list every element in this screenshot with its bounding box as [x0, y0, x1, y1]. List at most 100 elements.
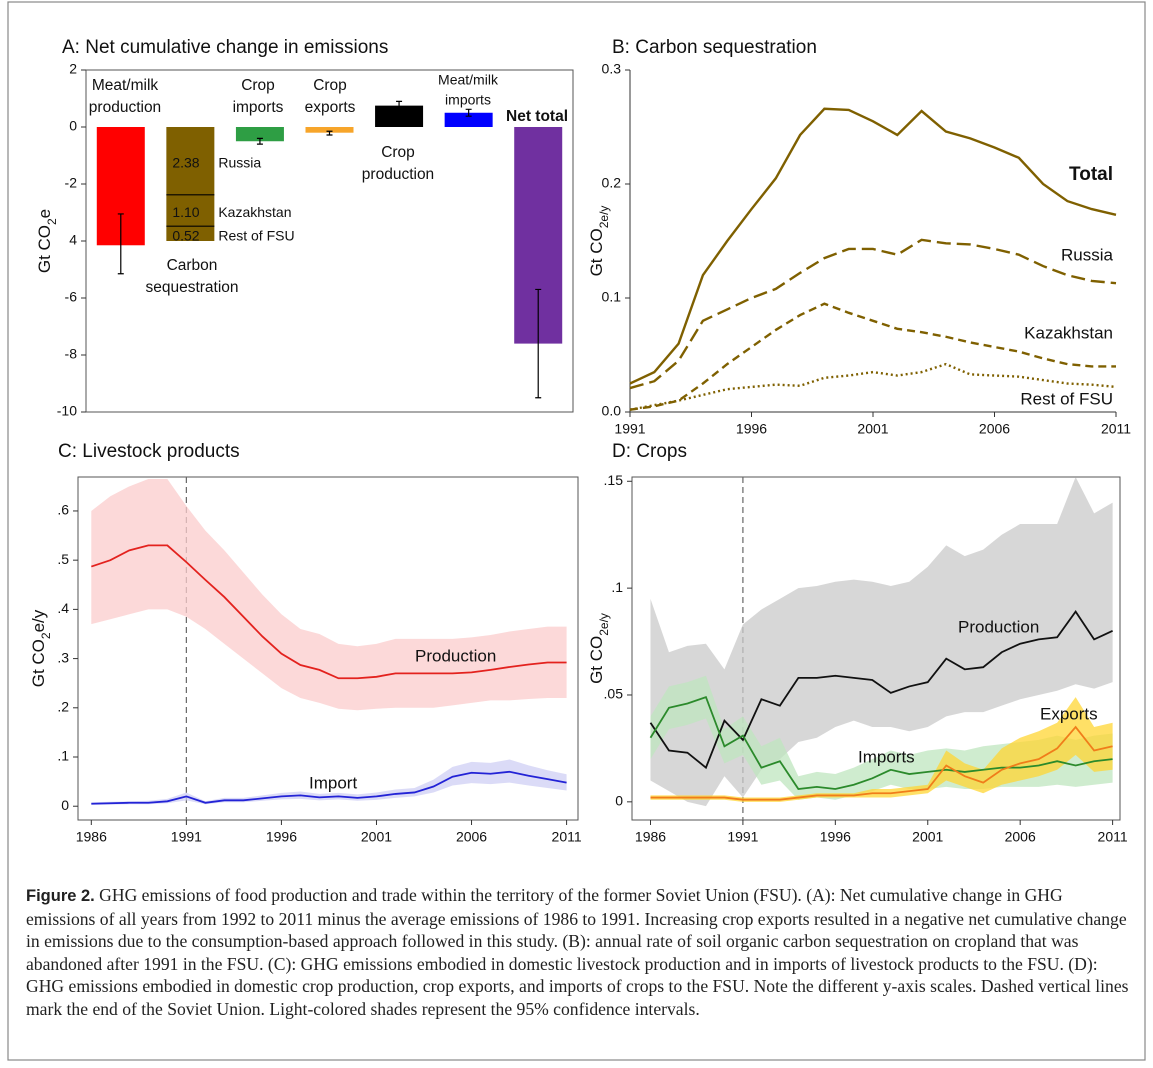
category-label: Meat/milk	[438, 72, 499, 88]
series-label: Rest of FSU	[1020, 389, 1113, 408]
series-line	[649, 695, 1113, 790]
y-tick-label: .15	[604, 472, 624, 488]
panel-title: B: Carbon sequestration	[612, 37, 817, 58]
series-label: Russia	[1061, 245, 1114, 264]
caption: Figure 2. GHG emissions of food producti…	[26, 884, 1132, 1021]
y-axis-label: Gt CO2e	[35, 209, 59, 273]
category-label: production	[362, 166, 434, 183]
bar-segment	[166, 226, 215, 241]
caption-text: GHG emissions of food production and tra…	[26, 885, 1129, 1019]
series-label: Total	[1069, 164, 1113, 185]
x-tick-label: 1996	[820, 829, 851, 845]
segment-name: Russia	[218, 155, 261, 171]
bar	[235, 127, 284, 142]
x-tick-label: 2006	[1005, 829, 1036, 845]
x-tick-label: 1996	[736, 421, 767, 437]
category-label: production	[89, 99, 161, 116]
y-axis-label-part: Gt CO	[587, 228, 606, 276]
error-bar	[535, 288, 542, 399]
error-bar	[396, 100, 403, 111]
panel-title: A: Net cumulative change in emissions	[62, 37, 388, 58]
x-tick-label: 2011	[1101, 421, 1131, 437]
error-bar	[256, 137, 263, 145]
plot-frame	[77, 476, 579, 821]
error-bar	[326, 130, 333, 136]
x-tick-label: 1986	[635, 829, 666, 845]
x-tick-label: 1991	[614, 421, 645, 437]
panel-title: D: Crops	[612, 441, 687, 462]
category-label: exports	[305, 99, 356, 116]
segment-value-label: 2.38	[172, 155, 199, 171]
y-axis-label-part: e	[35, 209, 54, 218]
bar-segment	[166, 194, 215, 227]
series-label: Kazakhstan	[1024, 323, 1113, 342]
plot-frame	[85, 69, 574, 413]
y-tick-label: .5	[57, 551, 69, 567]
y-tick-label: 0	[615, 793, 623, 809]
y-tick-label: 0.2	[602, 175, 622, 191]
y-tick-label: 0.0	[602, 403, 622, 419]
y-axis-label-part: 2e/y	[597, 613, 611, 636]
y-tick-label: 0.3	[602, 61, 622, 77]
caption-label: Figure 2.	[26, 887, 95, 905]
x-tick-label: 1991	[171, 829, 202, 845]
series-line	[91, 770, 567, 805]
x-tick-label: 1996	[266, 829, 297, 845]
category-label: Crop	[381, 144, 415, 161]
x-tick-label: 1986	[76, 829, 107, 845]
bar	[305, 127, 354, 133]
y-tick-label: 4	[69, 232, 77, 248]
series-label: Production	[958, 617, 1039, 636]
y-tick-label: .6	[57, 502, 69, 518]
series-label: Import	[309, 773, 357, 792]
series-label: Production	[415, 646, 496, 665]
y-tick-label: .05	[604, 686, 624, 702]
category-label: Crop	[313, 77, 347, 94]
y-tick-label: -2	[65, 175, 78, 191]
y-axis-label-part: 2	[45, 218, 59, 225]
bar	[375, 105, 424, 127]
series-line	[650, 725, 1113, 801]
x-tick-label: 2001	[361, 829, 392, 845]
segment-value-label: 1.10	[172, 204, 199, 220]
x-tick-label: 2011	[1098, 829, 1128, 845]
y-tick-label: -8	[65, 346, 78, 362]
y-axis-label-part: Gt CO	[35, 225, 54, 273]
segment-name: Rest of FSU	[218, 227, 294, 243]
y-tick-label: .2	[57, 699, 69, 715]
y-tick-label: 0	[69, 118, 77, 134]
category-label: Meat/milk	[92, 77, 159, 94]
plot-frame	[631, 476, 1121, 821]
x-tick-label: 2006	[456, 829, 487, 845]
x-tick-label: 2011	[552, 829, 582, 845]
confidence-band	[650, 697, 1113, 802]
bar	[444, 112, 493, 127]
y-axis-label-part: 2	[39, 632, 53, 639]
series-line	[629, 238, 1117, 390]
error-bar	[465, 108, 472, 117]
segment-name: Kazakhstan	[218, 204, 291, 220]
y-tick-label: 2	[69, 61, 77, 77]
y-axis-label-part: e/y	[29, 609, 48, 632]
y-axis-label-part: Gt CO	[587, 636, 606, 684]
series-line	[629, 302, 1116, 411]
category-label: Crop	[241, 77, 275, 94]
segment-value-label: 0.52	[172, 227, 199, 243]
y-tick-label: .4	[57, 600, 69, 616]
x-tick-label: 2006	[979, 421, 1010, 437]
category-label: imports	[445, 91, 491, 107]
bar-segment	[166, 127, 215, 195]
confidence-band	[91, 478, 567, 711]
panel-title: C: Livestock products	[58, 441, 240, 462]
category-label: sequestration	[145, 279, 238, 296]
x-tick-label: 1991	[727, 829, 758, 845]
y-tick-label: .1	[611, 579, 623, 595]
confidence-band	[650, 477, 1113, 807]
category-label: Net total	[506, 108, 568, 125]
y-tick-label: -6	[65, 289, 78, 305]
confidence-band	[91, 759, 567, 805]
x-tick-label: 2001	[912, 829, 943, 845]
figure-frame	[7, 1, 1146, 1061]
category-label: imports	[233, 99, 284, 116]
